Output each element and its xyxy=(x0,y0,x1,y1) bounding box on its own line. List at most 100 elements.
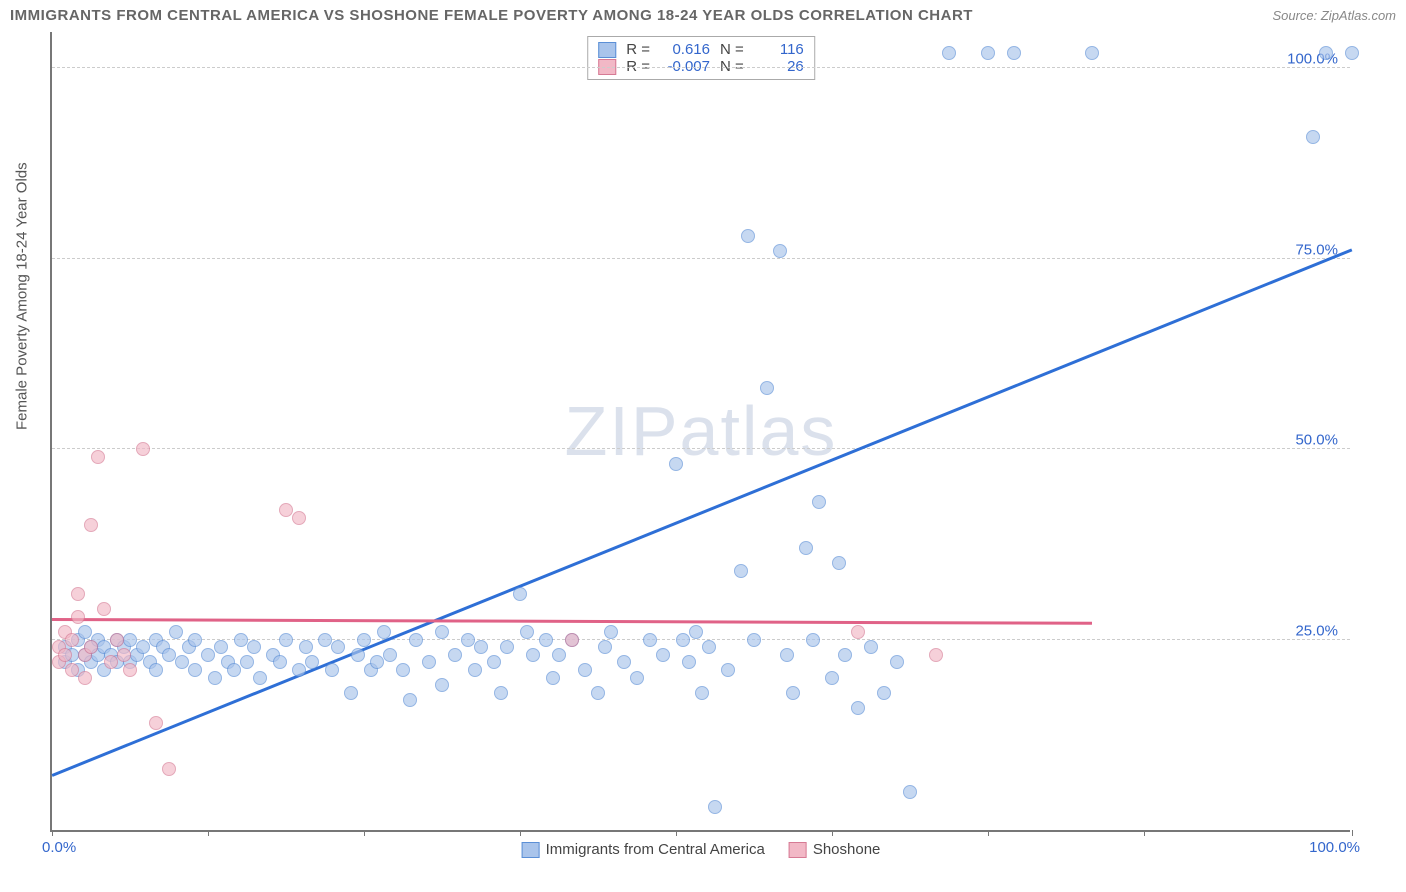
data-point xyxy=(546,671,560,685)
data-point xyxy=(104,655,118,669)
data-point xyxy=(357,633,371,647)
x-tick-mark xyxy=(52,830,53,836)
data-point xyxy=(741,229,755,243)
data-point xyxy=(331,640,345,654)
data-point xyxy=(702,640,716,654)
data-point xyxy=(188,663,202,677)
data-point xyxy=(760,381,774,395)
data-point xyxy=(851,701,865,715)
data-point xyxy=(201,648,215,662)
data-point xyxy=(1306,130,1320,144)
legend-swatch-1 xyxy=(598,42,616,58)
data-point xyxy=(175,655,189,669)
data-point xyxy=(591,686,605,700)
x-tick-mark xyxy=(1352,830,1353,836)
chart-title: IMMIGRANTS FROM CENTRAL AMERICA VS SHOSH… xyxy=(10,7,973,24)
data-point xyxy=(689,625,703,639)
x-tick-mark xyxy=(988,830,989,836)
x-tick-mark xyxy=(1144,830,1145,836)
data-point xyxy=(325,663,339,677)
data-point xyxy=(1085,46,1099,60)
data-point xyxy=(474,640,488,654)
data-point xyxy=(682,655,696,669)
data-point xyxy=(383,648,397,662)
y-axis-label: Female Poverty Among 18-24 Year Olds xyxy=(14,162,31,430)
data-point xyxy=(344,686,358,700)
data-point xyxy=(78,625,92,639)
data-point xyxy=(403,693,417,707)
legend-item-1: Immigrants from Central America xyxy=(522,841,765,858)
data-point xyxy=(305,655,319,669)
legend-series: Immigrants from Central America Shoshone xyxy=(522,841,881,858)
data-point xyxy=(838,648,852,662)
data-point xyxy=(786,686,800,700)
data-point xyxy=(864,640,878,654)
data-point xyxy=(370,655,384,669)
y-tick-label: 50.0% xyxy=(1295,432,1338,449)
data-point xyxy=(448,648,462,662)
data-point xyxy=(97,602,111,616)
data-point xyxy=(169,625,183,639)
data-point xyxy=(435,625,449,639)
data-point xyxy=(71,587,85,601)
data-point xyxy=(630,671,644,685)
x-tick-mark xyxy=(832,830,833,836)
data-point xyxy=(318,633,332,647)
data-point xyxy=(468,663,482,677)
data-point xyxy=(110,633,124,647)
data-point xyxy=(494,686,508,700)
x-tick-mark xyxy=(208,830,209,836)
data-point xyxy=(136,442,150,456)
data-point xyxy=(825,671,839,685)
data-point xyxy=(149,716,163,730)
data-point xyxy=(656,648,670,662)
data-point xyxy=(91,450,105,464)
data-point xyxy=(162,762,176,776)
gridline-h xyxy=(52,448,1350,449)
data-point xyxy=(461,633,475,647)
legend-item-2: Shoshone xyxy=(789,841,881,858)
data-point xyxy=(669,457,683,471)
data-point xyxy=(422,655,436,669)
data-point xyxy=(617,655,631,669)
data-point xyxy=(117,648,131,662)
data-point xyxy=(942,46,956,60)
data-point xyxy=(84,640,98,654)
data-point xyxy=(396,663,410,677)
data-point xyxy=(604,625,618,639)
data-point xyxy=(377,625,391,639)
data-point xyxy=(747,633,761,647)
data-point xyxy=(676,633,690,647)
x-tick-mark xyxy=(676,830,677,836)
data-point xyxy=(695,686,709,700)
data-point xyxy=(526,648,540,662)
data-point xyxy=(487,655,501,669)
data-point xyxy=(149,663,163,677)
data-point xyxy=(799,541,813,555)
data-point xyxy=(812,495,826,509)
data-point xyxy=(65,633,79,647)
data-point xyxy=(123,663,137,677)
data-point xyxy=(65,663,79,677)
data-point xyxy=(71,610,85,624)
x-tick-100: 100.0% xyxy=(1309,839,1360,856)
data-point xyxy=(1345,46,1359,60)
data-point xyxy=(136,640,150,654)
scatter-plot-area: ZIPatlas R = 0.616 N = 116 R = -0.007 N … xyxy=(50,32,1350,832)
regression-line xyxy=(52,618,1092,624)
data-point xyxy=(351,648,365,662)
data-point xyxy=(279,503,293,517)
data-point xyxy=(299,640,313,654)
data-point xyxy=(598,640,612,654)
data-point xyxy=(643,633,657,647)
data-point xyxy=(578,663,592,677)
data-point xyxy=(832,556,846,570)
data-point xyxy=(539,633,553,647)
chart-source: Source: ZipAtlas.com xyxy=(1272,8,1396,23)
legend-stats: R = 0.616 N = 116 R = -0.007 N = 26 xyxy=(587,36,815,80)
data-point xyxy=(279,633,293,647)
data-point xyxy=(877,686,891,700)
y-tick-label: 25.0% xyxy=(1295,622,1338,639)
data-point xyxy=(721,663,735,677)
data-point xyxy=(78,671,92,685)
